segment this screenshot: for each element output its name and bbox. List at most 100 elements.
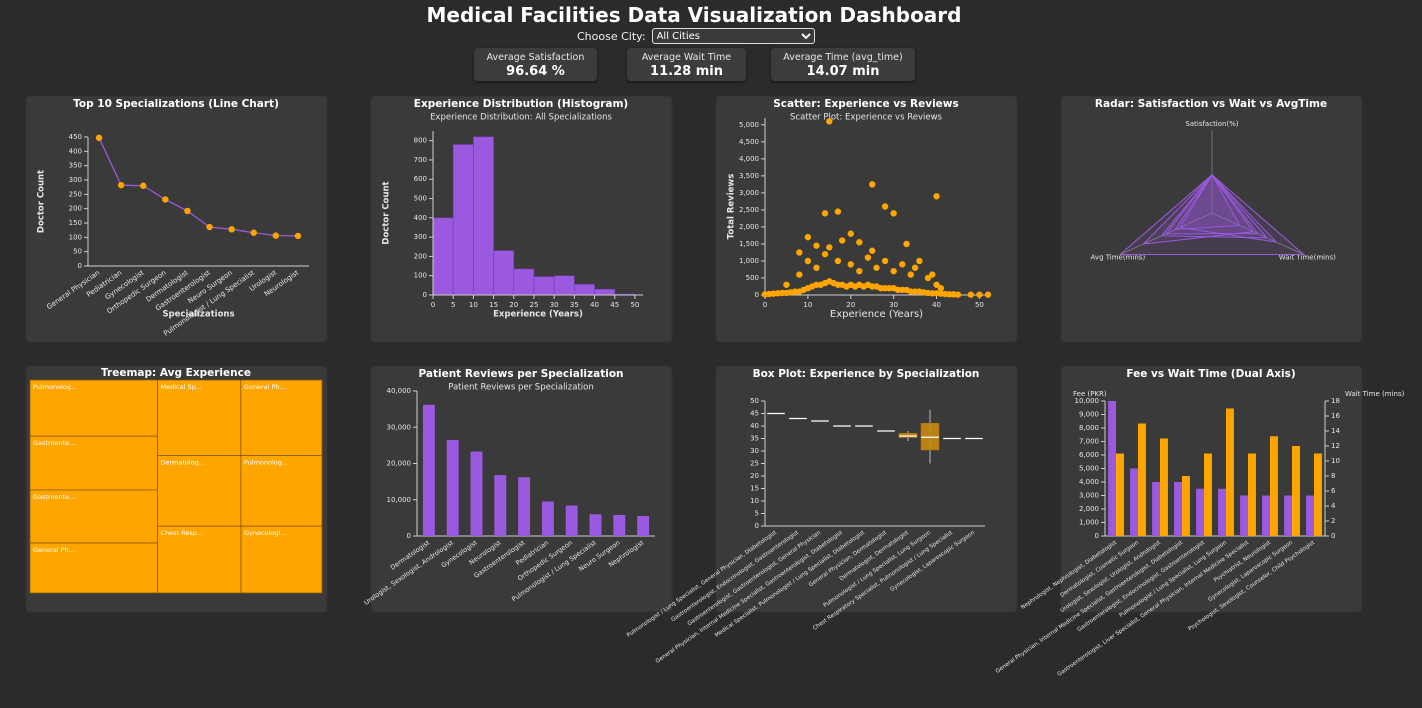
y-tick-label: 0 [407, 532, 411, 540]
radar-trace [1118, 174, 1306, 255]
y-tick-label: 5 [755, 510, 759, 518]
y-tick-label: 20 [750, 472, 759, 480]
point [933, 193, 940, 200]
x-tick-label: 30 [889, 301, 898, 309]
bar [1160, 438, 1168, 536]
y-tick-label: 6,000 [1079, 451, 1099, 459]
point [838, 237, 846, 244]
chart-panel: Box Plot: Experience by Specialization 0 5… [626, 365, 1018, 665]
point [796, 249, 803, 256]
radar-trace [1179, 174, 1278, 243]
y-tick-label: 10 [1331, 457, 1340, 465]
bar [1306, 495, 1314, 536]
treemap-cell [240, 379, 323, 456]
x-tick-label: 50 [630, 301, 639, 309]
y-tick-label: 1,000 [739, 257, 759, 265]
bar [553, 275, 575, 296]
x-tick-label: 50 [975, 301, 984, 309]
chart-title: Box Plot: Experience by Specialization [753, 368, 980, 380]
y-tick-label: 700 [414, 156, 427, 164]
point [228, 226, 235, 233]
y-tick-label: 50 [750, 397, 759, 405]
chart-subtitle: Experience Distribution: All Specializat… [430, 113, 612, 123]
point [821, 210, 829, 217]
y-tick-label: 6 [1331, 487, 1336, 495]
y-tick-label: 40 [750, 422, 759, 430]
y-tick-label: 800 [414, 137, 427, 145]
point [95, 134, 103, 142]
point [869, 181, 876, 188]
chart-title: Top 10 Specializations (Line Chart) [73, 98, 279, 110]
stat-label: Average Wait Time [641, 52, 732, 63]
chart-title: Treemap: Avg Experience [101, 367, 251, 379]
point [796, 271, 803, 278]
stat-card: Average Time (avg_time) 14.07 min [771, 48, 915, 81]
radar-trace [1174, 173, 1241, 231]
x-tick-label: 0 [763, 301, 767, 309]
chart-subtitle: Patient Reviews per Specialization [448, 383, 594, 393]
city-select[interactable]: All Cities [651, 28, 815, 44]
y-tick-label: 10,000 [1075, 397, 1100, 405]
box-body [898, 433, 918, 438]
y-tick-label: 4,000 [739, 155, 759, 163]
y-tick-label: 18 [1331, 397, 1340, 405]
chart-title: Experience Distribution (Histogram) [414, 98, 628, 110]
bar [518, 477, 531, 536]
chart-panel: Radar: Satisfaction vs Wait vs AvgTime Sa… [1060, 95, 1363, 343]
chart-title: Radar: Satisfaction vs Wait vs AvgTime [1095, 98, 1327, 110]
point [890, 210, 897, 217]
radar-axis-label: Satisfaction(%) [1185, 120, 1238, 128]
y-tick-label: 0 [1331, 532, 1335, 540]
x-tick-label: 15 [489, 301, 498, 309]
point [856, 267, 863, 275]
y-tick-label: 50 [73, 248, 82, 256]
y-tick-label: 1,000 [1079, 519, 1099, 527]
bar [446, 439, 459, 536]
y-tick-label: 30,000 [387, 423, 412, 431]
point [907, 271, 915, 278]
bar [1314, 453, 1322, 536]
treemap-label: Gastroente... [33, 439, 75, 447]
point [937, 284, 945, 292]
y-tick-label: 8 [1331, 472, 1335, 480]
bar [613, 514, 626, 536]
bar [574, 284, 595, 296]
point [881, 257, 889, 265]
point [984, 291, 992, 298]
y-tick-label: 12 [1331, 442, 1340, 450]
y-tick-label: 20,000 [387, 460, 412, 468]
y-tick-label: 25 [750, 460, 759, 468]
y-tick-label: 400 [414, 214, 427, 222]
treemap-cell [29, 435, 158, 491]
point [890, 267, 897, 275]
bar [1174, 482, 1182, 536]
point [967, 291, 975, 298]
x-tick-label: 20 [509, 301, 518, 309]
y-tick-label: 40,000 [387, 387, 412, 395]
y-tick-label: 0 [755, 522, 759, 530]
x-axis-title: Experience (Years) [830, 309, 923, 320]
y-tick-label: 3,500 [739, 172, 759, 180]
point [847, 261, 854, 268]
point [813, 242, 820, 249]
point [162, 196, 169, 203]
bar [1108, 401, 1116, 536]
bar [1218, 488, 1226, 536]
treemap-cell [157, 525, 242, 594]
chart-title: Patient Reviews per Specialization [418, 368, 623, 380]
bar [493, 250, 515, 296]
bar [1226, 408, 1234, 536]
stat-value: 96.64 % [506, 64, 565, 79]
line [98, 137, 298, 237]
point [916, 257, 923, 265]
treemap-cell [29, 542, 158, 594]
treemap-label: Chest Resp... [160, 529, 203, 537]
bar [541, 501, 554, 536]
point [184, 207, 191, 215]
treemap-cell [157, 379, 242, 456]
panel-background [715, 365, 1018, 613]
y-tick-label: 10 [750, 497, 759, 505]
bar [1248, 453, 1256, 536]
